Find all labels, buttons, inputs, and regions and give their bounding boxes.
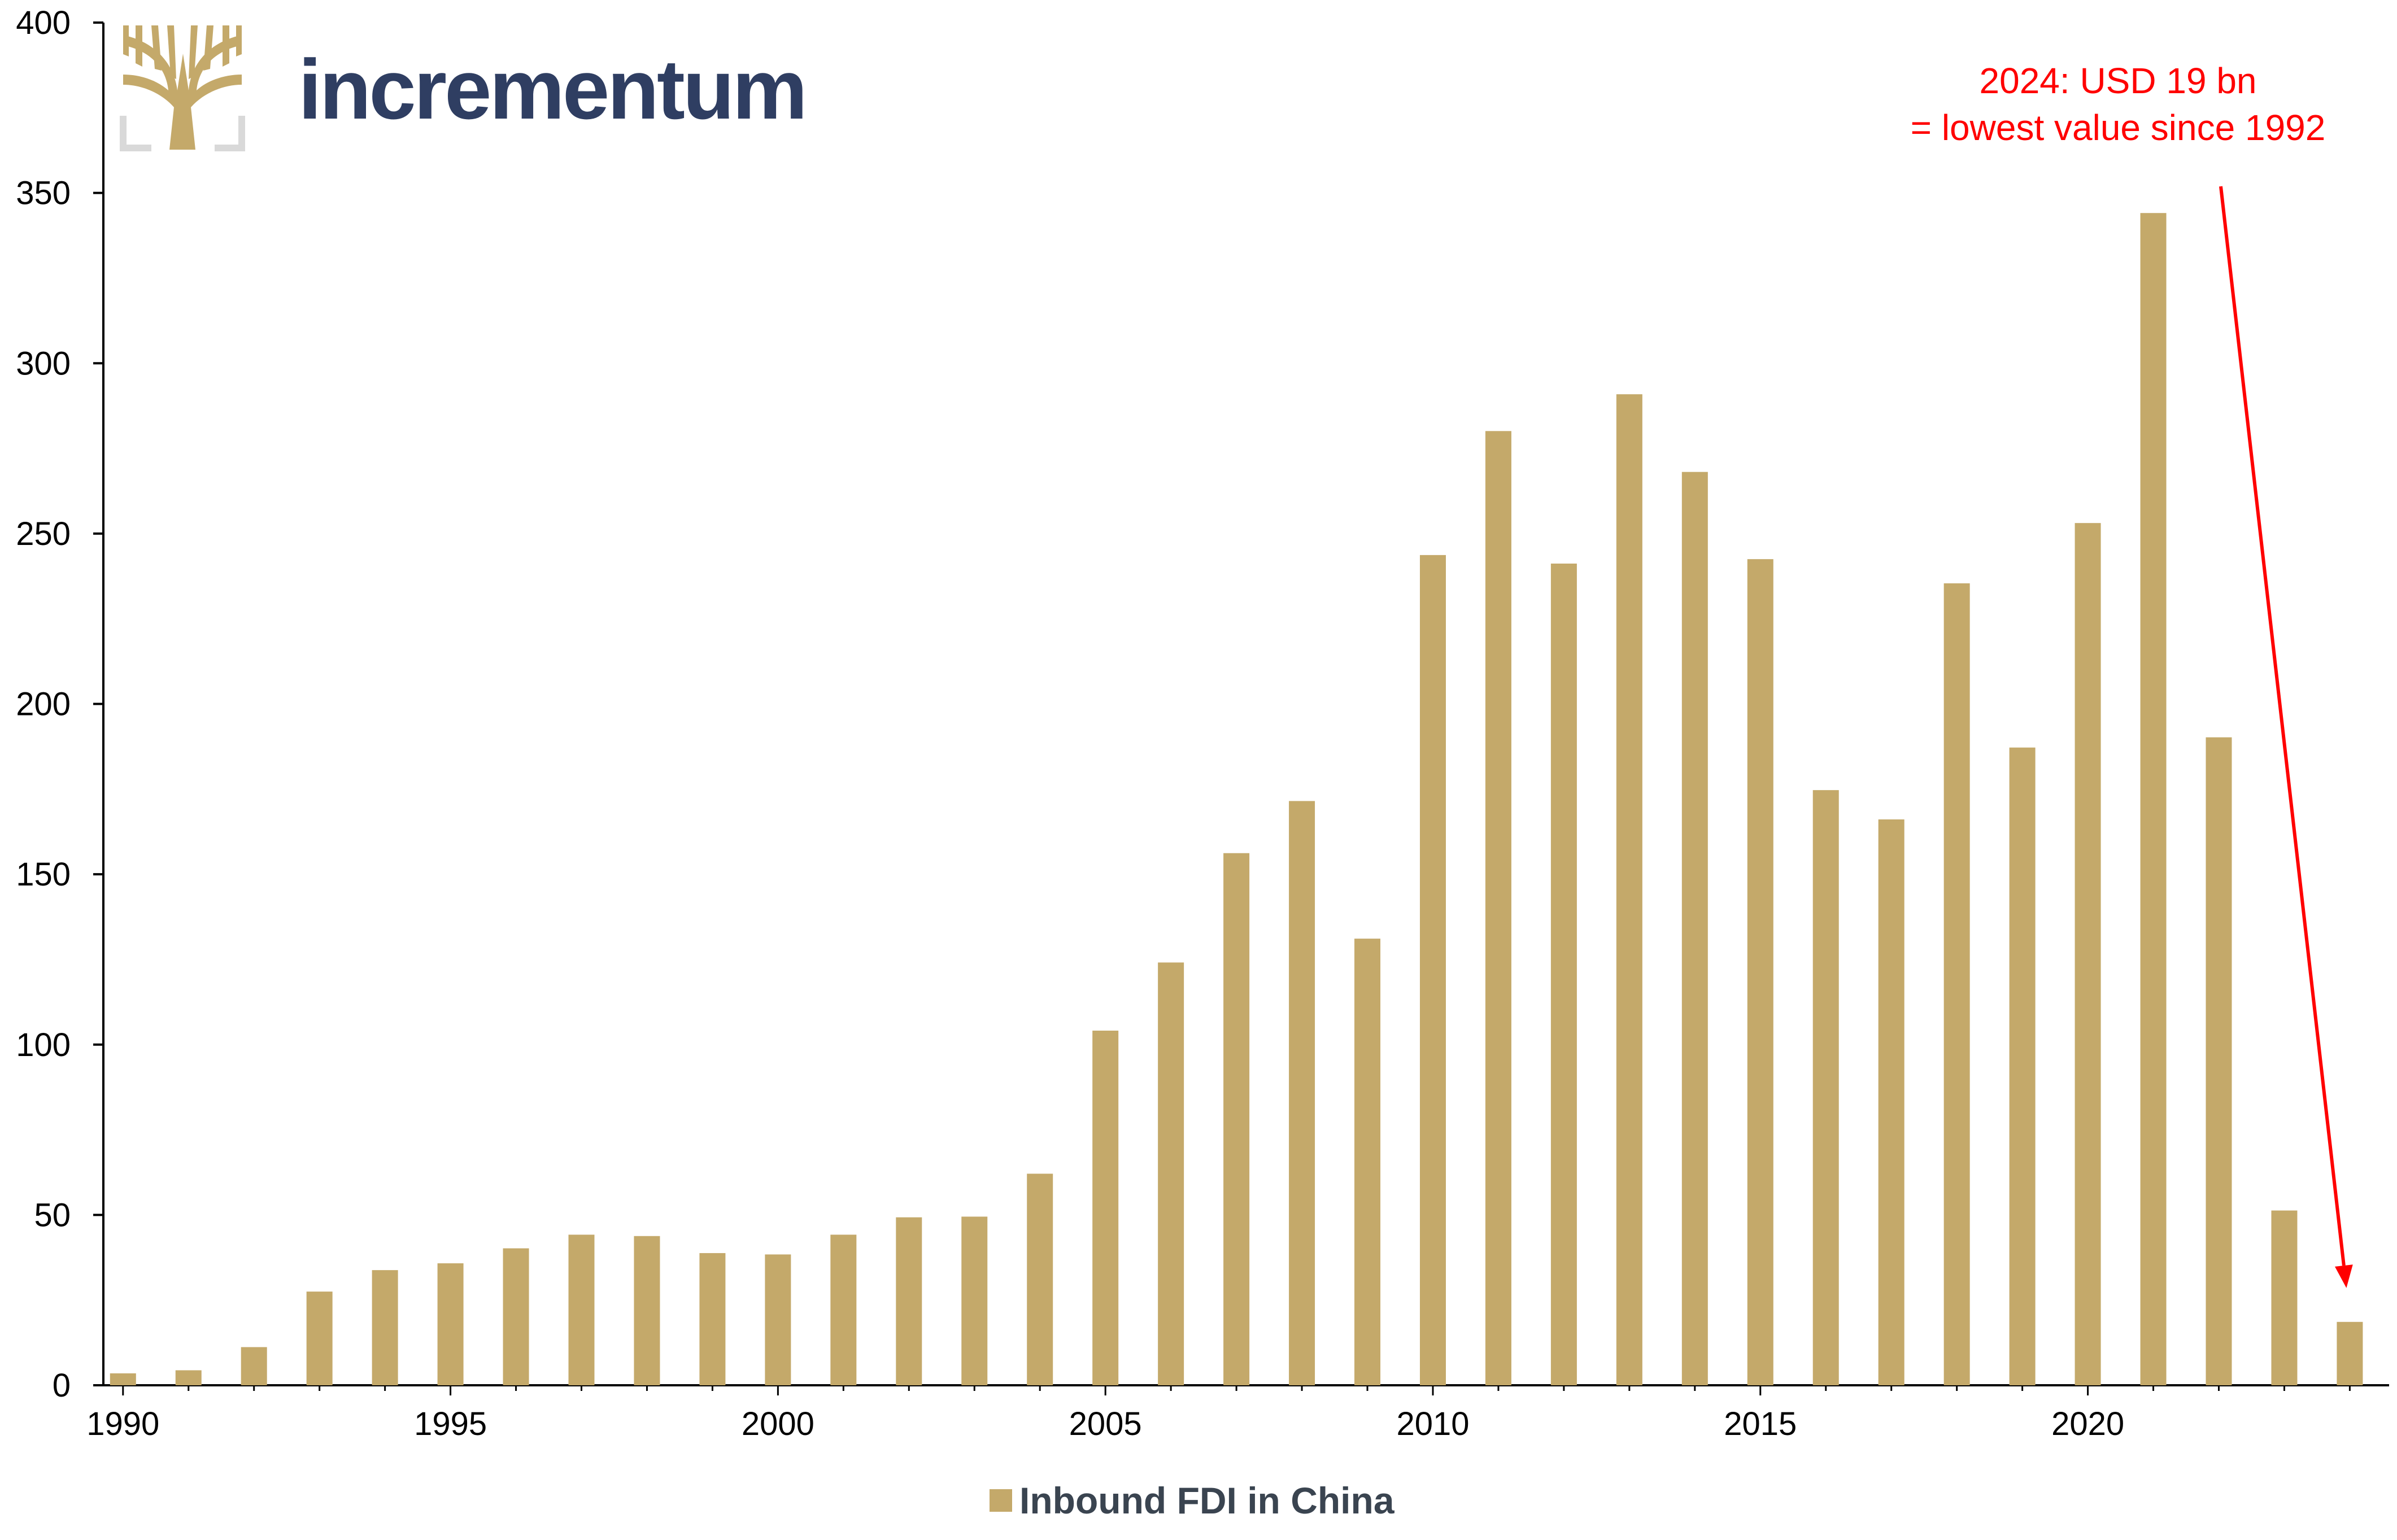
legend-label: Inbound FDI in China [1019,1480,1395,1521]
tree-shape [123,25,242,150]
bar-1999 [699,1253,726,1385]
bar-2018 [1943,583,1970,1385]
bar-1995 [437,1263,464,1385]
bar-2010 [1419,555,1446,1385]
bar-2023 [2271,1210,2298,1385]
y-tick-label: 200 [16,686,71,723]
bar-2022 [2206,737,2232,1385]
tree-icon [120,25,245,151]
bar-2000 [765,1254,791,1385]
bar-2021 [2140,213,2167,1385]
bar-2002 [896,1217,922,1385]
y-tick-label: 300 [16,345,71,382]
annotation-line-2: = lowest value since 1992 [1911,107,2326,148]
x-tick-label: 2005 [1069,1406,1142,1442]
x-tick-label: 2020 [2051,1406,2124,1442]
bar-2015 [1747,559,1773,1385]
bar-1991 [175,1370,202,1385]
bar-2013 [1616,394,1642,1385]
bar-2005 [1092,1031,1119,1385]
bar-2014 [1681,472,1708,1385]
legend-swatch [990,1489,1012,1512]
bar-2012 [1550,563,1577,1386]
bar-series-inbound-fdi [110,213,2363,1386]
bar-1994 [372,1270,398,1385]
legend: Inbound FDI in China [990,1480,1395,1521]
bar-2009 [1354,939,1381,1385]
x-tick-label: 1995 [414,1406,487,1442]
brand-name: incrementum [298,42,805,137]
bar-2007 [1223,853,1250,1385]
x-tick-label: 2000 [742,1406,814,1442]
bar-2017 [1878,819,1904,1385]
bar-2020 [2075,523,2101,1385]
y-tick-label: 100 [16,1027,71,1063]
y-axis: 0 50 100 150 200 250 300 350 400 [16,5,104,1404]
annotation-line-1: 2024: USD 19 bn [1980,60,2257,101]
annotation-arrow-line [2219,186,2346,1266]
bar-1997 [568,1234,595,1385]
bar-1992 [241,1347,267,1385]
x-axis-ticks: 1990 1995 2000 2005 2010 2015 2020 [86,1385,2351,1442]
y-tick-label: 50 [34,1197,71,1233]
x-axis: 1990 1995 2000 2005 2010 2015 2020 [86,1384,2389,1442]
bar-2006 [1158,962,1184,1385]
logo-frame-right [215,116,245,151]
bar-2024 [2337,1321,2363,1385]
x-tick-label: 1990 [86,1406,159,1442]
bar-2008 [1289,801,1315,1385]
y-tick-label: 0 [53,1367,71,1404]
y-axis-ticks: 0 50 100 150 200 250 300 350 400 [16,5,103,1404]
logo-frame-left [120,116,151,151]
bar-1996 [503,1248,529,1385]
y-tick-label: 250 [16,516,71,552]
bar-2016 [1812,790,1839,1385]
bar-2011 [1485,431,1511,1385]
bar-2004 [1027,1173,1053,1385]
bar-1993 [306,1292,333,1385]
bar-2001 [830,1234,857,1385]
logo: incrementum [120,25,808,151]
x-tick-label: 2015 [1724,1406,1797,1442]
bar-1998 [634,1236,660,1385]
y-tick-label: 350 [16,175,71,212]
annotation: 2024: USD 19 bn = lowest value since 199… [1911,60,2353,1288]
x-tick-label: 2010 [1396,1406,1469,1442]
annotation-arrow-head [2334,1264,2353,1288]
y-tick-label: 400 [16,5,71,41]
y-tick-label: 150 [16,856,71,893]
bar-1990 [110,1373,136,1385]
bar-2003 [961,1216,988,1385]
bar-2019 [2009,747,2036,1385]
